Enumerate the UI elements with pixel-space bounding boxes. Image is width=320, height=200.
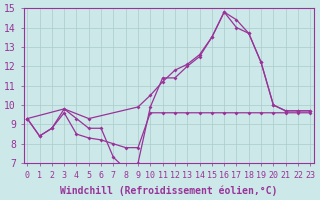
X-axis label: Windchill (Refroidissement éolien,°C): Windchill (Refroidissement éolien,°C) xyxy=(60,185,277,196)
